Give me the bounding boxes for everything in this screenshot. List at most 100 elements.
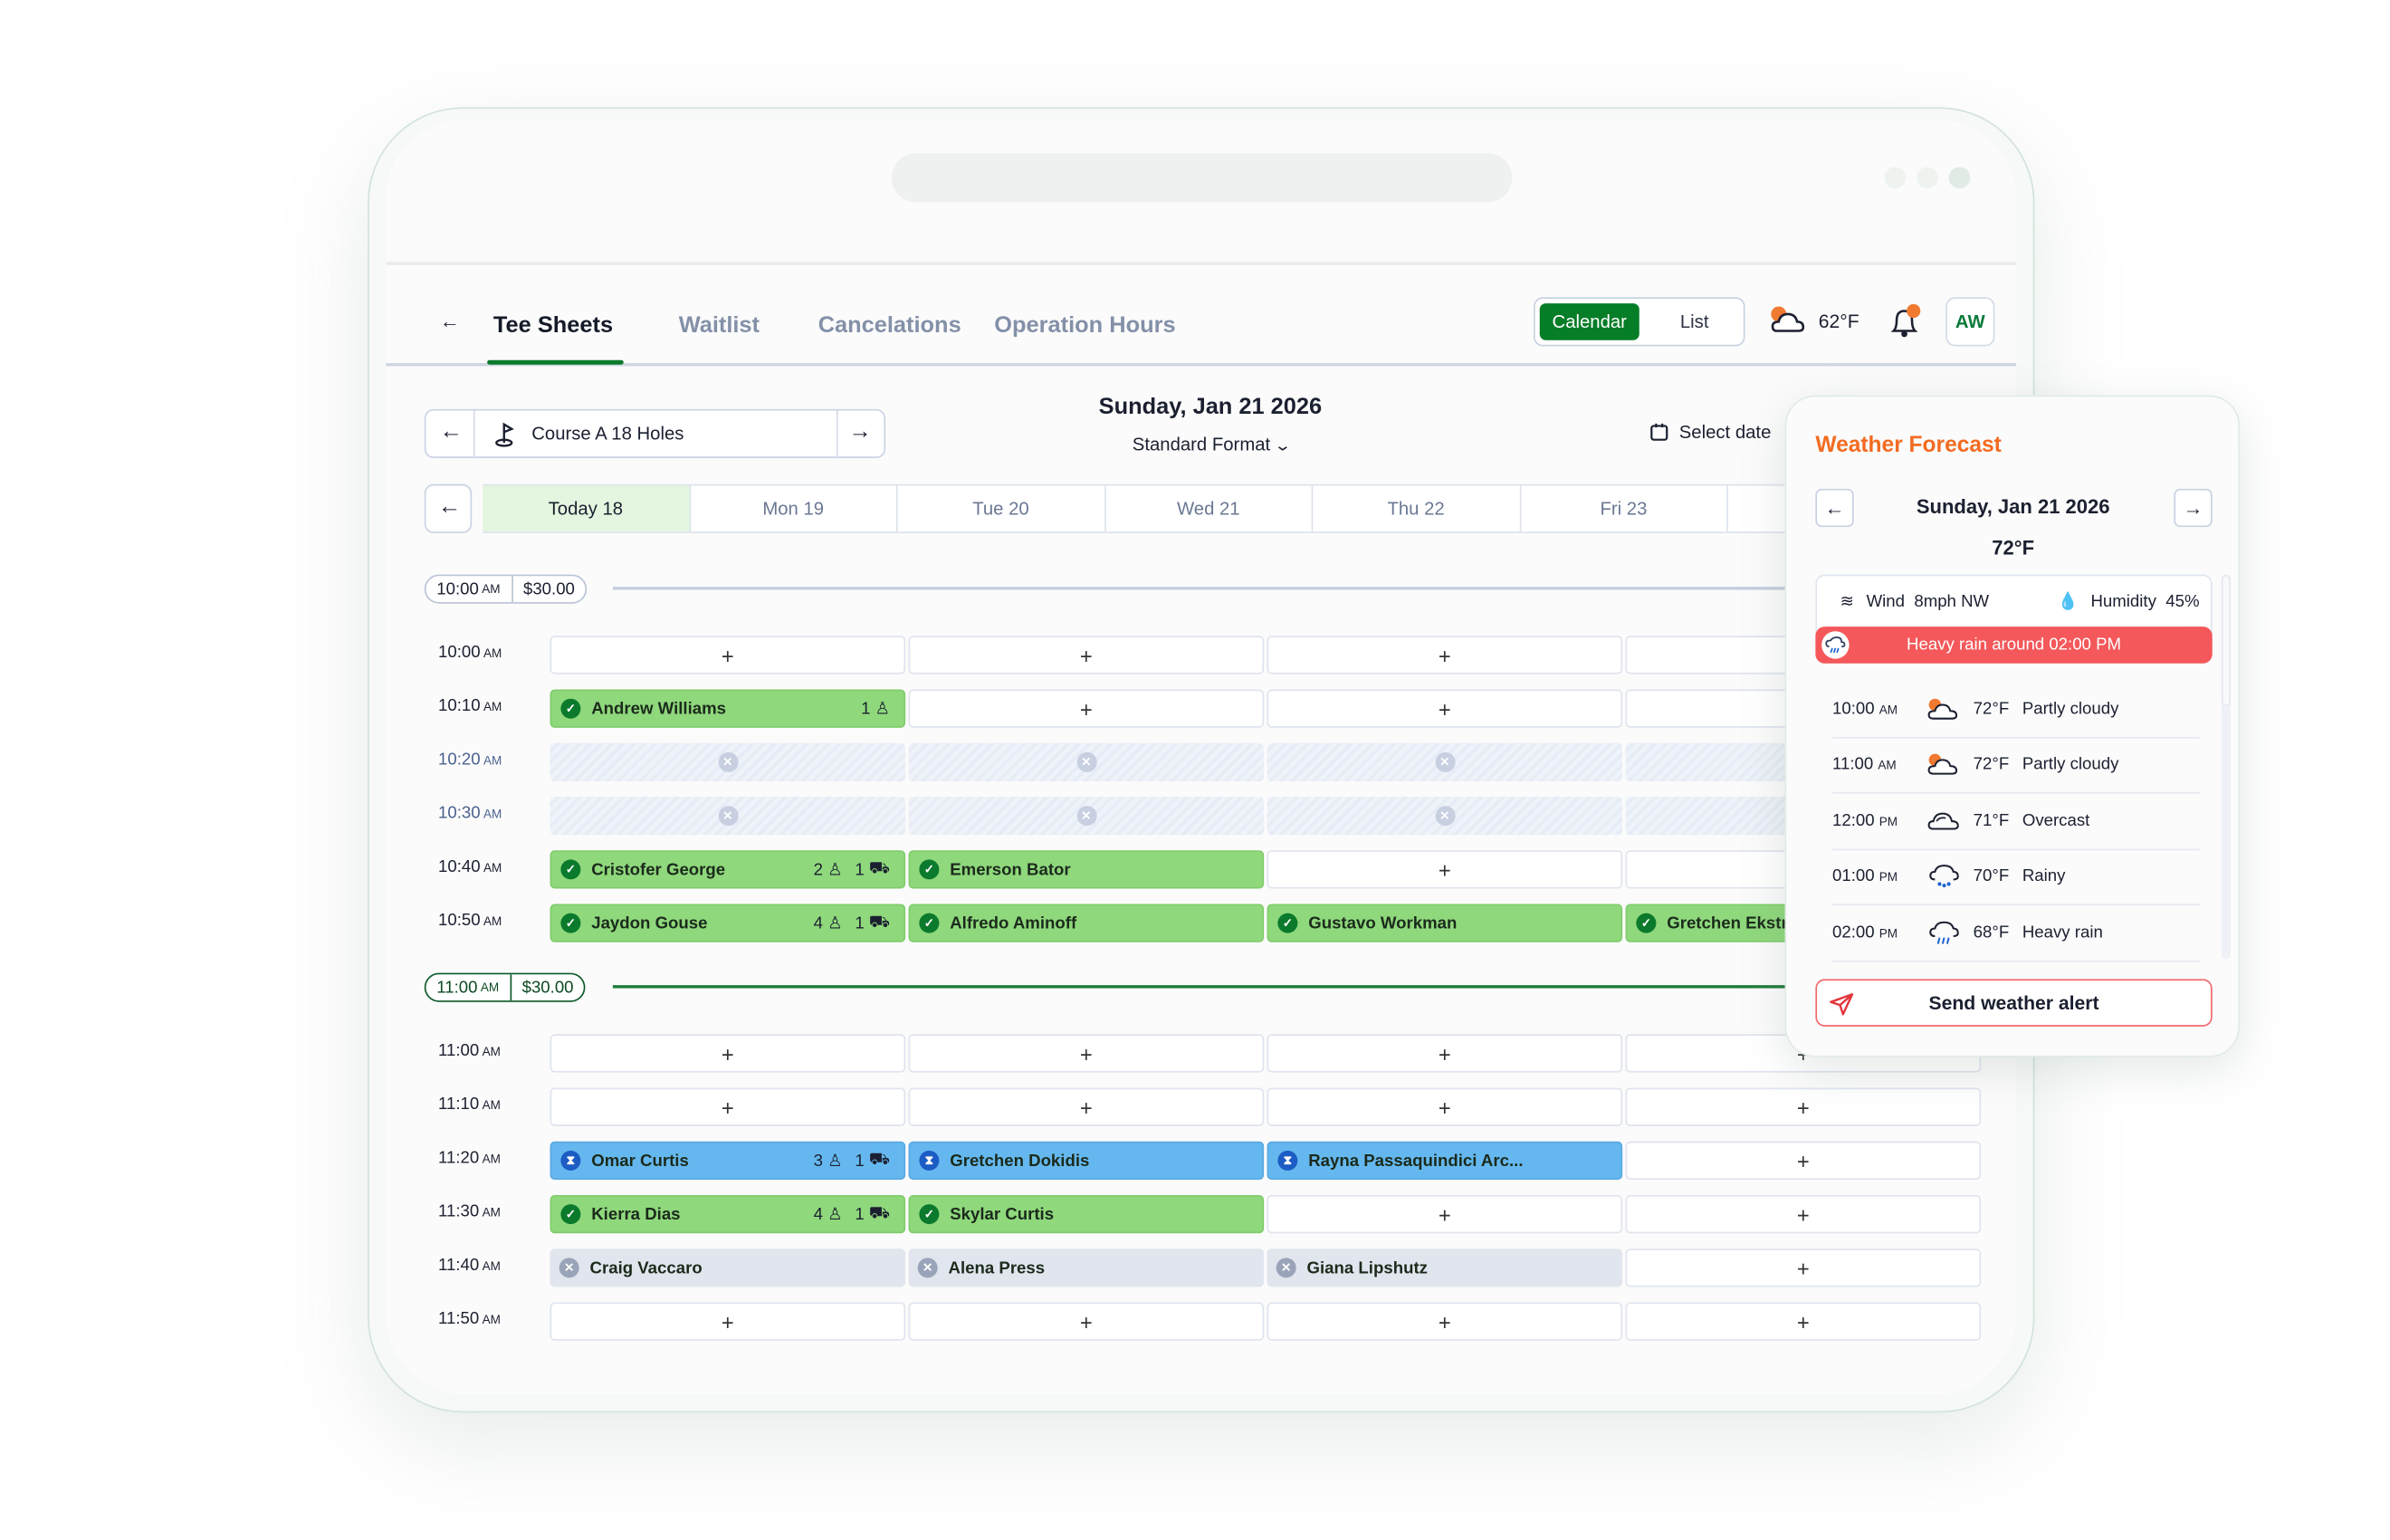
plus-icon: + <box>1796 1255 1810 1280</box>
tab-waitlist[interactable]: Waitlist <box>678 312 760 339</box>
prev-course-arrow-icon[interactable]: ← <box>439 417 464 445</box>
empty-slot[interactable]: + <box>1267 689 1623 728</box>
empty-slot[interactable]: + <box>550 1302 906 1341</box>
address-bar[interactable] <box>891 153 1513 203</box>
blocked-slot[interactable]: ✕ <box>550 742 906 782</box>
booking-counts: 1 ♙ <box>861 699 890 719</box>
arrow-left-icon: ← <box>1824 496 1845 520</box>
cart-count: 1 ⛟ <box>855 1203 891 1224</box>
pending-slot[interactable]: ⧗ Gretchen Dokidis <box>908 1141 1265 1181</box>
day-tab-today[interactable]: Today 18 <box>483 485 691 532</box>
plus-icon: + <box>1079 642 1093 667</box>
empty-slot[interactable]: + <box>1625 1141 1982 1181</box>
blocked-slot[interactable]: ✕ <box>1267 742 1623 782</box>
heavy-rain-icon <box>1927 919 1974 946</box>
cancelled-slot[interactable]: ✕ Craig Vaccaro <box>550 1248 906 1287</box>
booked-slot[interactable]: ✓ Emerson Bator <box>908 850 1265 889</box>
next-course-arrow-icon[interactable]: → <box>848 417 872 445</box>
empty-slot[interactable]: + <box>1267 1194 1623 1234</box>
tab-cancelations[interactable]: Cancelations <box>817 312 961 339</box>
day-tab[interactable]: Thu 22 <box>1313 485 1521 532</box>
booked-slot[interactable]: ✓ Alfredo Aminoff <box>908 904 1265 942</box>
booked-slot[interactable]: ✓ Jaydon Gouse 4 ♙ 1 ⛟ <box>550 904 906 942</box>
empty-slot[interactable]: + <box>550 1034 906 1073</box>
wind-icon: ≋ <box>1840 592 1855 612</box>
bell-icon[interactable] <box>1888 303 1925 340</box>
prev-week-button[interactable]: ← <box>424 483 473 533</box>
course-name[interactable]: Course A 18 Holes <box>531 423 684 445</box>
empty-slot[interactable]: + <box>908 636 1265 674</box>
blocked-slot[interactable]: ✕ <box>550 796 906 836</box>
blocked-slot[interactable]: ✕ <box>908 796 1265 836</box>
hourglass-icon: ⧗ <box>560 1150 581 1171</box>
empty-slot[interactable]: + <box>1267 1087 1623 1126</box>
hour-time: 12:00 PM <box>1831 811 1898 830</box>
plus-icon: + <box>1438 1201 1451 1227</box>
empty-slot[interactable]: + <box>908 1302 1265 1341</box>
calendar-icon <box>1650 423 1668 441</box>
check-circle-icon: ✓ <box>560 1204 581 1225</box>
player-name: Emerson Bator <box>950 860 1071 879</box>
day-tab[interactable]: Fri 23 <box>1521 485 1728 532</box>
blocked-slot[interactable]: ✕ <box>908 742 1265 782</box>
select-date-label: Select date <box>1678 421 1772 444</box>
empty-slot[interactable]: + <box>908 1034 1265 1073</box>
booked-slot[interactable]: ✓ Cristofer George 2 ♙ 1 ⛟ <box>550 850 906 889</box>
next-day-button[interactable]: → <box>2174 488 2213 528</box>
tab-divider <box>386 363 2017 366</box>
weather-alert-banner: Heavy rain around 02:00 PM <box>1815 627 2213 664</box>
tab-operation-hours[interactable]: Operation Hours <box>994 312 1176 339</box>
check-circle-icon: ✓ <box>560 913 581 933</box>
plus-icon: + <box>721 642 734 667</box>
partly-cloudy-icon <box>1927 752 1974 777</box>
pending-slot[interactable]: ⧗ Rayna Passaquindici Arc... <box>1267 1141 1623 1181</box>
empty-slot[interactable]: + <box>1267 636 1623 674</box>
empty-slot[interactable]: + <box>1267 1302 1623 1341</box>
avatar[interactable]: AW <box>1945 297 1995 347</box>
day-tab[interactable]: Tue 20 <box>898 485 1105 532</box>
day-tab[interactable]: Wed 21 <box>1105 485 1314 532</box>
player-name: Gustavo Workman <box>1308 913 1458 933</box>
cancelled-slot[interactable]: ✕ Alena Press <box>908 1248 1265 1287</box>
scrollbar-track[interactable] <box>2221 574 2231 960</box>
empty-slot[interactable]: + <box>1625 1302 1982 1341</box>
format-label: Standard Format <box>1132 433 1271 455</box>
blocked-slot[interactable]: ✕ <box>1267 796 1623 836</box>
golf-cart-icon: ⛟ <box>868 1203 891 1222</box>
tee-time-label: 11:30 AM <box>437 1202 501 1221</box>
tab-tee-sheets[interactable]: Tee Sheets <box>492 312 614 339</box>
empty-slot[interactable]: + <box>1625 1248 1982 1287</box>
empty-slot[interactable]: + <box>1267 850 1623 889</box>
prev-day-button[interactable]: ← <box>1815 488 1854 528</box>
plus-icon: + <box>1438 642 1451 667</box>
window-dot <box>1948 167 1971 189</box>
arrow-left-icon: ← <box>437 493 462 520</box>
pending-slot[interactable]: ⧗ Omar Curtis 3 ♙ 1 ⛟ <box>550 1141 906 1181</box>
back-arrow-icon[interactable]: ← <box>439 309 460 333</box>
send-weather-alert-button[interactable]: Send weather alert <box>1815 979 2213 1027</box>
empty-slot[interactable]: + <box>1625 1194 1982 1234</box>
empty-slot[interactable]: + <box>550 636 906 674</box>
person-icon: ♙ <box>827 1152 843 1171</box>
empty-slot[interactable]: + <box>550 1087 906 1126</box>
empty-slot[interactable]: + <box>1267 1034 1623 1073</box>
empty-slot[interactable]: + <box>908 689 1265 728</box>
empty-slot[interactable]: + <box>1625 1087 1982 1126</box>
day-tab[interactable]: Mon 19 <box>690 485 898 532</box>
select-date-button[interactable]: Select date <box>1650 421 1772 444</box>
empty-slot[interactable]: + <box>908 1087 1265 1126</box>
cancelled-slot[interactable]: ✕ Giana Lipshutz <box>1267 1248 1623 1287</box>
booked-slot[interactable]: ✓ Skylar Curtis <box>908 1194 1265 1234</box>
booked-slot[interactable]: ✓ Gustavo Workman <box>1267 904 1623 942</box>
booked-slot[interactable]: ✓ Kierra Dias 4 ♙ 1 ⛟ <box>550 1194 906 1234</box>
scrollbar-thumb[interactable] <box>2221 574 2231 707</box>
calendar-view-button[interactable]: Calendar <box>1539 303 1640 340</box>
format-dropdown[interactable]: Standard Format ⌄ <box>980 434 1440 455</box>
list-view-button[interactable]: List <box>1679 311 1709 333</box>
x-circle-icon: ✕ <box>1276 1258 1296 1278</box>
booked-slot[interactable]: ✓ Andrew Williams 1 ♙ <box>550 689 906 728</box>
partly-cloudy-icon <box>1771 306 1805 332</box>
cart-count: 1 ⛟ <box>855 912 891 933</box>
